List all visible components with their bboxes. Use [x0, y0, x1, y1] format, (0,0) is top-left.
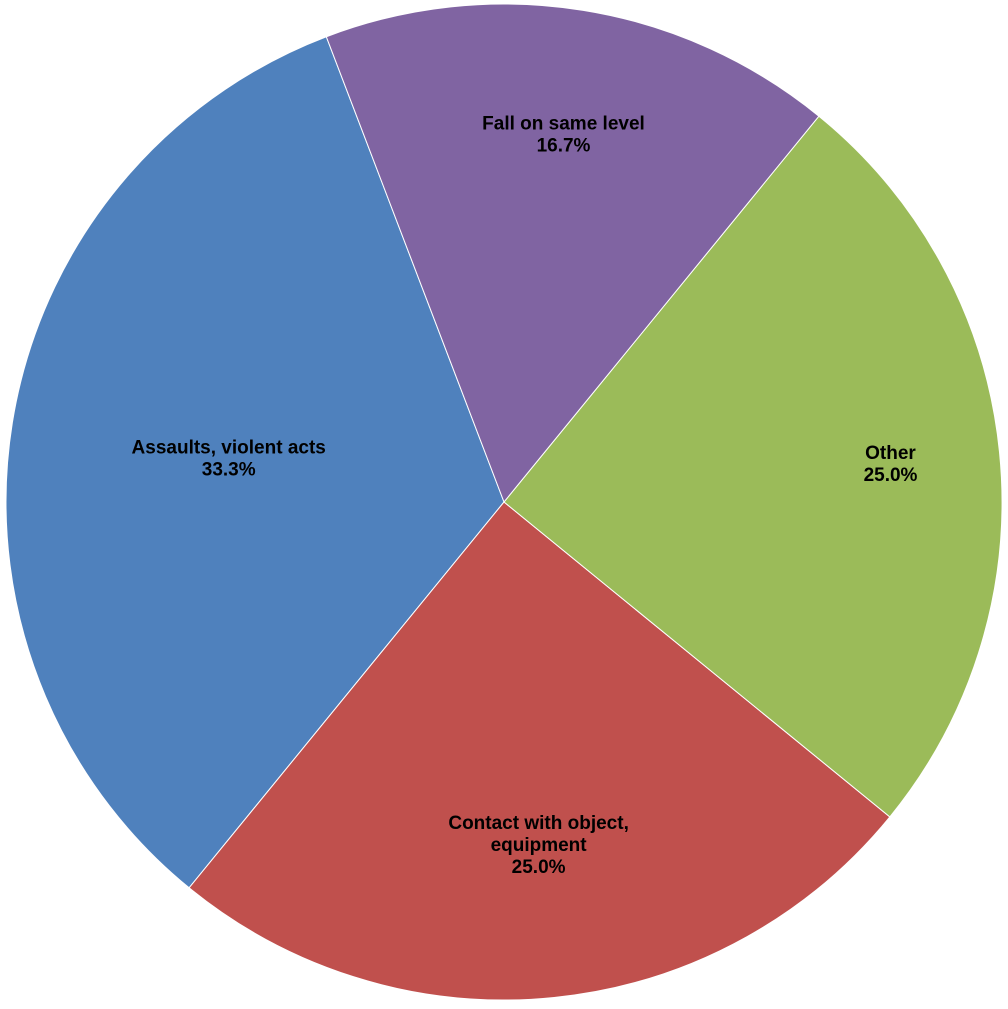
pie-slice-1	[188, 501, 891, 1001]
pie-slice-0	[5, 36, 505, 889]
slice-label-3: Fall on same level 16.7%	[482, 113, 645, 156]
slice-percent-label: 16.7%	[537, 135, 591, 156]
slice-category-label: Contact with object,	[448, 813, 629, 834]
slice-percent-label: 25.0%	[864, 465, 918, 486]
slice-percent-label: 33.3%	[202, 460, 256, 481]
slice-labels: Assaults, violent acts 33.3% Contact with …	[132, 113, 918, 878]
slice-label-0: Assaults, violent acts 33.3%	[132, 438, 326, 481]
slice-category-label: equipment	[491, 835, 588, 856]
pie-slice-3	[325, 3, 820, 503]
pie-slice-2	[503, 115, 1003, 818]
slice-percent-label: 25.0%	[512, 857, 566, 878]
slice-category-label: Other	[865, 443, 916, 464]
slice-category-label: Assaults, violent acts	[132, 438, 326, 459]
slice-label-2: Other 25.0%	[864, 443, 918, 486]
slice-label-1: Contact with object, equipment 25.0%	[448, 813, 629, 878]
slice-category-label: Fall on same level	[482, 113, 645, 134]
